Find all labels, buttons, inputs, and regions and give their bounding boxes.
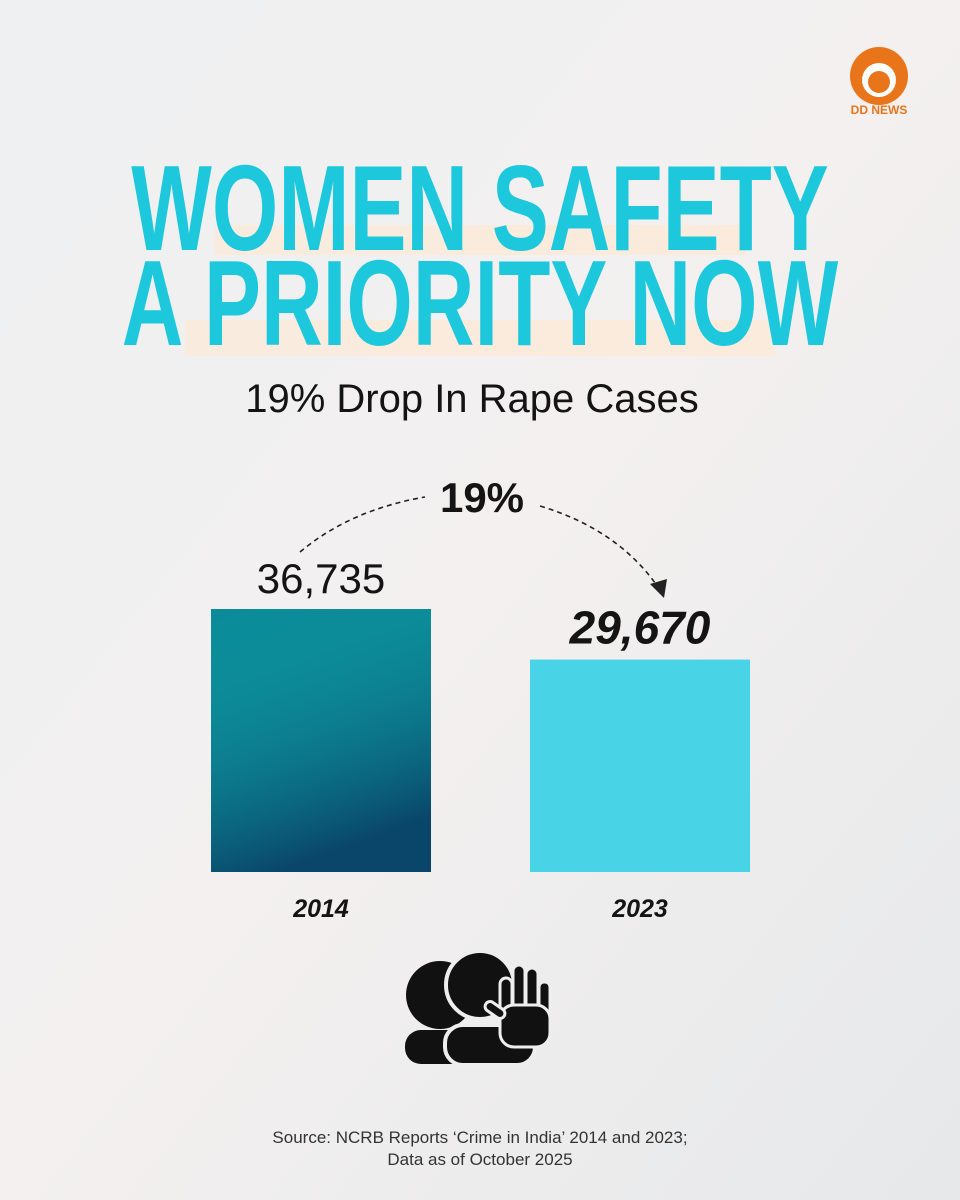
logo-text: DD NEWS — [851, 103, 908, 117]
subtitle: 19% Drop In Rape Cases — [245, 377, 699, 421]
bar — [211, 609, 431, 872]
stop-icon — [405, 949, 552, 1067]
annotation: 19% — [440, 474, 524, 521]
arrow — [539, 505, 661, 591]
title-highlight — [185, 320, 775, 356]
source-note: Data as of October 2025 — [387, 1150, 572, 1169]
x-tick-label: 2014 — [292, 895, 349, 923]
chart-title: A PRIORITY NOW — [122, 236, 839, 372]
value-label: 29,670 — [569, 602, 711, 654]
value-label: 36,735 — [257, 555, 385, 602]
bar — [530, 659, 750, 872]
logo-mark — [850, 47, 908, 105]
arrow — [299, 496, 426, 553]
source-note: Source: NCRB Reports ‘Crime in India’ 20… — [272, 1128, 687, 1147]
x-tick-label: 2023 — [611, 895, 668, 923]
title-highlight — [215, 225, 745, 255]
arrow-head — [650, 579, 667, 598]
title-group: WOMEN SAFETY A PRIORITY NOW — [122, 141, 839, 372]
chart-title: WOMEN SAFETY — [131, 141, 828, 277]
